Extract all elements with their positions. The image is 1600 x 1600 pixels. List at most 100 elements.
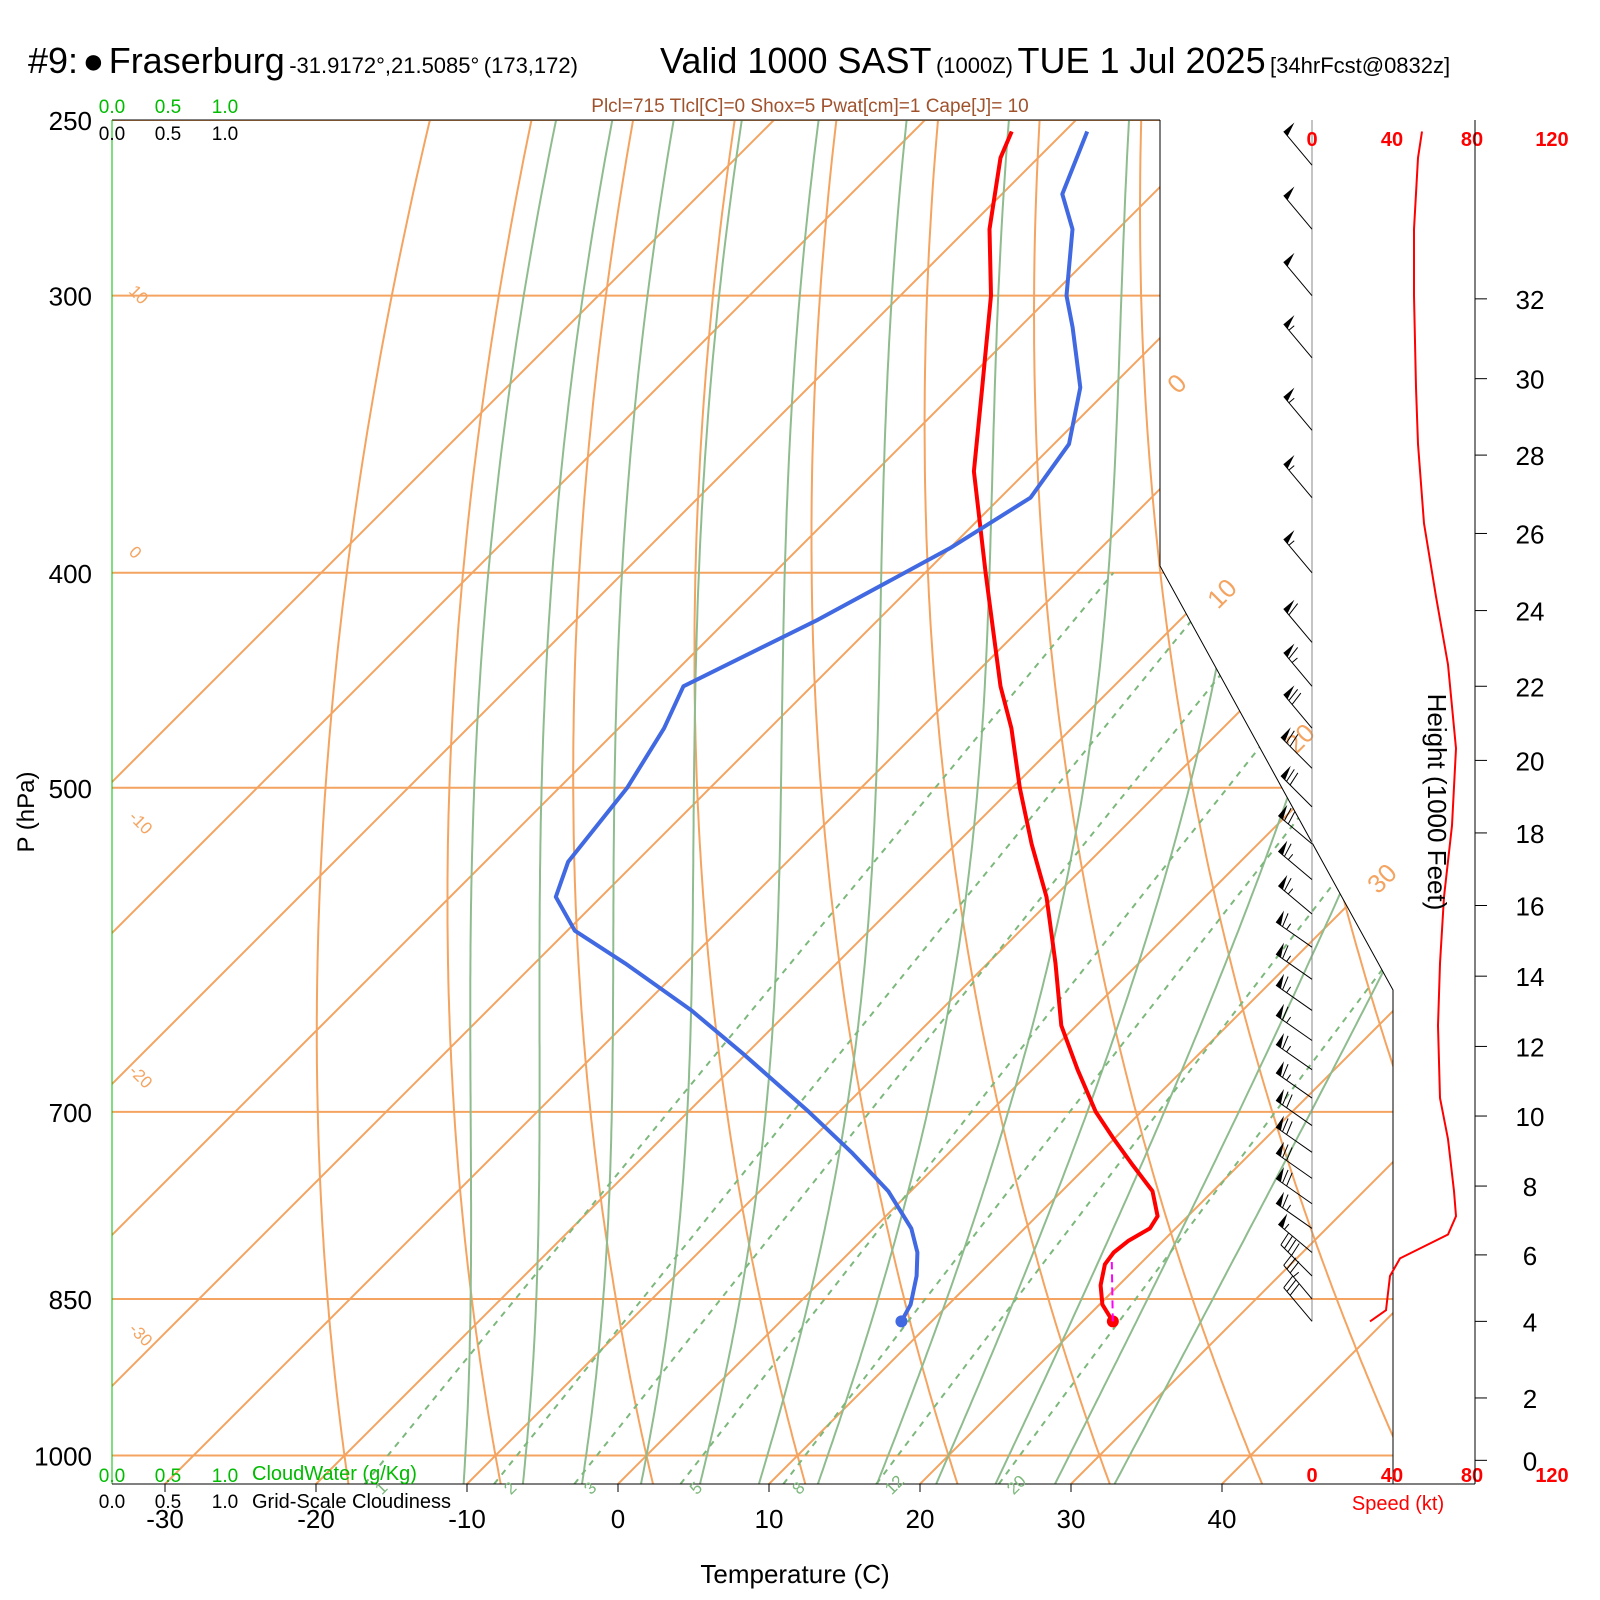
chart-background-lines <box>112 120 1393 1484</box>
height-axis-label: Height (1000 Feet) <box>1422 694 1452 911</box>
wind-barb-flag <box>1283 387 1295 402</box>
wind-barb-full <box>1286 1257 1297 1270</box>
dry-adiabat-line <box>446 120 541 1484</box>
temperature-tick-label: 30 <box>1057 1504 1086 1534</box>
moist-adiabat-line <box>1022 120 1393 1484</box>
mixing-ratio-label: 5 <box>686 1478 706 1498</box>
isotherm-line <box>112 120 1268 1484</box>
wind-barb-full <box>1282 945 1289 959</box>
wind-barb <box>1283 643 1313 687</box>
station-coords: -31.9172°,21.5085° <box>289 53 480 78</box>
dry-adiabat-line <box>1032 120 1291 1484</box>
cloudwater-axis-label: CloudWater (g/Kg) <box>252 1463 417 1485</box>
dry-adiabat-line <box>693 120 825 1484</box>
pressure-tick-label: 700 <box>49 1098 92 1128</box>
wind-barb-flag <box>1283 186 1295 201</box>
wind-barb-half <box>1286 1045 1292 1053</box>
wind-barb-staff <box>1277 1223 1313 1253</box>
wind-barb-staff <box>1275 921 1313 948</box>
wind-barb-full <box>1283 807 1292 821</box>
height-tick-label: 12 <box>1516 1032 1545 1062</box>
temperature-tick-label: 10 <box>755 1504 784 1534</box>
isotherm-line <box>251 120 1393 1484</box>
wind-barb-full <box>1283 843 1292 857</box>
wind-barb-flag <box>1283 252 1295 267</box>
wind-barb-full <box>1286 1121 1293 1135</box>
wind-barb <box>1275 1003 1313 1041</box>
isotherm-label: 10 <box>125 281 152 308</box>
pressure-tick-label: 850 <box>49 1285 92 1315</box>
height-tick-label: 32 <box>1516 285 1545 315</box>
wind-barb-full <box>1287 1239 1297 1253</box>
wind-barb <box>1283 599 1313 643</box>
dry-adiabat-line <box>810 120 980 1484</box>
wind-barb-flag <box>1283 685 1295 699</box>
chart-profiles <box>553 130 1458 1328</box>
wind-barb-full <box>1286 1094 1293 1108</box>
mixing-ratio-label: 12 <box>881 1472 908 1499</box>
dry-adiabat-line <box>1342 120 1393 1484</box>
surface-dewpoint-dot <box>895 1315 908 1328</box>
height-tick-label: 30 <box>1516 365 1545 395</box>
wind-barb <box>1275 1115 1313 1153</box>
temperature-tick-label: -30 <box>146 1504 184 1534</box>
isotherm-line <box>1006 120 1393 1484</box>
wind-barb-full <box>1282 1091 1289 1106</box>
mixing-ratio-line <box>997 572 1393 1484</box>
moist-adiabat-line <box>1080 120 1393 1484</box>
wind-barb-full <box>1282 1035 1289 1050</box>
wind-barb-full <box>1289 772 1299 786</box>
wind-barbs <box>1275 120 1313 1322</box>
wind-barb <box>1275 910 1313 948</box>
wind-barb-staff <box>1275 1014 1313 1041</box>
parcel-path-line <box>1110 1261 1114 1322</box>
isotherm-line <box>704 120 1393 1484</box>
wind-barb-staff <box>1283 261 1313 296</box>
wind-barb <box>1275 1061 1313 1099</box>
wind-barb-full <box>1282 1064 1289 1078</box>
wind-barb-full <box>1288 688 1299 701</box>
wind-barb-half <box>1288 325 1295 331</box>
wind-barb-half <box>1288 465 1295 471</box>
wind-barb-flag <box>1280 727 1291 742</box>
wind-barb-full <box>1282 976 1289 990</box>
wind-barb-full <box>1286 769 1295 782</box>
isotherm-line <box>402 120 1393 1484</box>
cloudwater-tick-bottom: 0.0 <box>99 1466 125 1487</box>
wind-barb-half <box>1291 657 1298 663</box>
wind-barb-staff <box>1275 1044 1313 1071</box>
mixing-ratio-label: 20 <box>1003 1472 1030 1499</box>
isotherm-label: 10 <box>1201 573 1243 615</box>
pressure-tick-label: 400 <box>49 559 92 589</box>
isotherm-line <box>112 120 1117 1484</box>
chart-header: #9: ● Fraserburg -31.9172°,21.5085° (173… <box>28 40 578 82</box>
wind-barb-staff <box>1277 850 1313 880</box>
wind-barb <box>1283 530 1313 574</box>
wind-barb-full <box>1286 1279 1297 1292</box>
height-tick-label: 28 <box>1516 441 1545 471</box>
speed-tick-label-top: 40 <box>1381 129 1403 151</box>
wind-barb-full <box>1284 1236 1293 1249</box>
speed-tick-label-bottom: 80 <box>1461 1465 1483 1487</box>
wind-barb-full <box>1282 913 1289 927</box>
wind-barb-flag <box>1280 765 1291 780</box>
wind-barb-flag <box>1278 875 1288 890</box>
wind-barb-flag <box>1276 1115 1284 1131</box>
wind-barb-staff <box>1275 1152 1313 1179</box>
wind-barb-staff <box>1275 984 1313 1011</box>
wind-barb-flag <box>1283 643 1295 658</box>
wind-barb-flag <box>1276 1003 1284 1019</box>
temperature-tick-label: -20 <box>297 1504 335 1534</box>
wind-barb-full <box>1282 1169 1289 1184</box>
wind-barb <box>1277 875 1313 915</box>
isotherm-line <box>112 120 966 1484</box>
wind-barb-staff <box>1280 775 1313 808</box>
height-tick-label: 16 <box>1516 892 1545 922</box>
wind-barb-full <box>1289 1261 1300 1274</box>
valid-label: Valid 1000 SAST <box>660 40 932 81</box>
cloudwater-tick-top: 0.0 <box>99 97 125 118</box>
height-tick-label: 10 <box>1516 1102 1545 1132</box>
moist-adiabat-line <box>626 120 749 1484</box>
wind-barb-full <box>1280 1232 1290 1246</box>
